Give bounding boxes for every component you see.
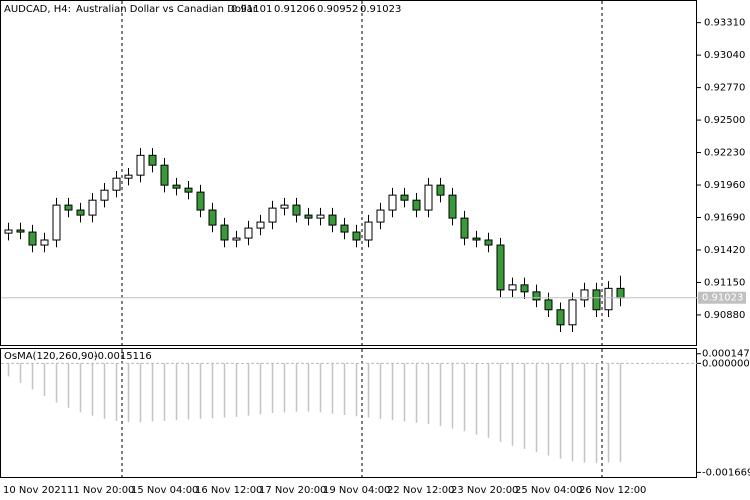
indicator-tick-label: 0.0000000 [702, 358, 750, 369]
candle-body [244, 227, 253, 239]
candle-body [28, 231, 37, 246]
x-tick-label: 23 Nov 20:00 [451, 485, 518, 496]
x-tick-label: 19 Nov 04:00 [323, 485, 390, 496]
description: Australian Dollar vs Canadian Dollar [76, 4, 258, 15]
x-tick-label: 10 Nov 2021 [3, 485, 67, 496]
open-value: 0.91101 [231, 4, 272, 15]
candle-body [532, 291, 541, 301]
candle-body [256, 221, 265, 229]
candle-body [136, 154, 145, 176]
x-tick-label: 16 Nov 12:00 [195, 485, 262, 496]
y-tick-label: 0.91690 [704, 213, 745, 224]
x-tick-label: 17 Nov 20:00 [259, 485, 326, 496]
candle-body [16, 229, 25, 233]
indicator-tick-label: 0.0001474 [702, 349, 750, 360]
candle-body [556, 309, 565, 326]
last-price-label: 0.91023 [702, 293, 743, 304]
candle-body [232, 237, 241, 241]
candle-body [412, 199, 421, 211]
low-value: 0.90952 [317, 4, 358, 15]
candle-body [448, 194, 457, 219]
candle-body [88, 199, 97, 216]
x-tick-label: 26 Nov 12:00 [579, 485, 646, 496]
candle-body [544, 299, 553, 311]
x-tick-label: 25 Nov 04:00 [515, 485, 582, 496]
candle-body [376, 209, 385, 223]
indicator-name: OsMA(120,260,90) [4, 351, 98, 362]
candle-body [100, 189, 109, 201]
y-tick-label: 0.92770 [704, 83, 745, 94]
candle-body [148, 154, 157, 166]
price-panel [0, 0, 697, 346]
candle-body [484, 239, 493, 246]
candle-body [496, 244, 505, 291]
candle-body [580, 289, 589, 301]
candle-body [568, 299, 577, 326]
candle-body [328, 214, 337, 226]
candle-body [616, 287, 625, 299]
y-tick-label: 0.93040 [704, 50, 745, 61]
candle-body [4, 229, 13, 234]
candle-body [208, 209, 217, 226]
y-tick-label: 0.93310 [704, 18, 745, 29]
y-tick-label: 0.92230 [704, 148, 745, 159]
indicator-value: -0.0015116 [94, 351, 152, 362]
candle-body [340, 224, 349, 233]
x-tick-label: 11 Nov 20:00 [67, 485, 134, 496]
candle-body [520, 284, 529, 293]
candle-body [436, 184, 445, 196]
y-tick-label: 0.91420 [704, 245, 745, 256]
candle-body [40, 239, 49, 246]
candle-body [604, 287, 613, 311]
candle-body [112, 177, 121, 191]
candle-body [160, 164, 169, 186]
high-value: 0.91206 [274, 4, 315, 15]
candle-body [280, 204, 289, 209]
candle-body [592, 289, 601, 311]
candle-body [460, 217, 469, 239]
candle-body [268, 207, 277, 223]
marks [1, 148, 697, 464]
x-tick-label: 15 Nov 04:00 [131, 485, 198, 496]
x-tick-label: 22 Nov 12:00 [387, 485, 454, 496]
candle-body [64, 204, 73, 211]
candle-body [400, 194, 409, 201]
y-tick-label: 0.92500 [704, 115, 745, 126]
candle-body [352, 231, 361, 241]
candle-body [196, 191, 205, 211]
candle-body [364, 221, 373, 241]
candle-body [172, 184, 181, 189]
candle-body [76, 209, 85, 216]
close-value: 0.91023 [360, 4, 401, 15]
last-price-box [698, 291, 746, 304]
candle-body [424, 184, 433, 211]
indicator-tick-label: -0.0016693 [702, 467, 750, 478]
candle-body [184, 187, 193, 193]
candle-body [220, 224, 229, 241]
candle-body [292, 204, 301, 216]
y-tick-label: 0.91960 [704, 180, 745, 191]
y-tick-label: 0.91150 [704, 277, 745, 288]
candle-body [472, 237, 481, 241]
y-tick-label: 0.90880 [704, 310, 745, 321]
candle-body [508, 284, 517, 291]
symbol: AUDCAD, H4: [4, 4, 71, 15]
candle-body [304, 214, 313, 219]
candle-body [124, 174, 133, 179]
candle-body [316, 214, 325, 219]
candle-body [388, 194, 397, 211]
candle-body [52, 204, 61, 241]
